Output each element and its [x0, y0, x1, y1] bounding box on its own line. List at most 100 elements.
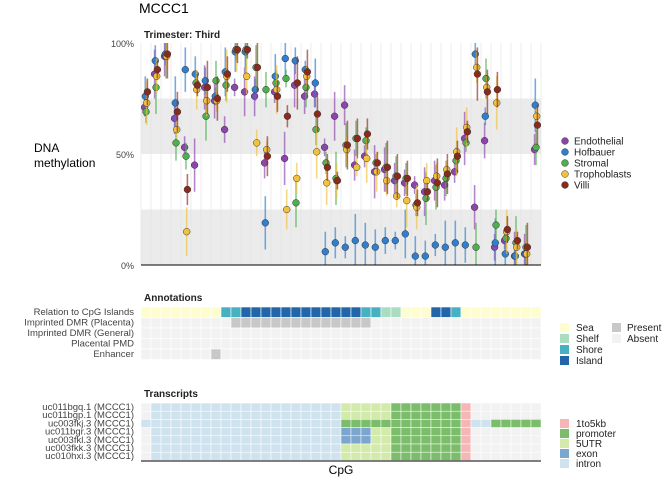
annotation-cell [310, 317, 322, 329]
transcript-row-label: uc003fkl.3 (MCCC1) [48, 435, 134, 446]
annotation-cell [290, 327, 302, 339]
annotation-row-label: Enhancer [93, 349, 134, 360]
transcript-cell [310, 427, 322, 437]
annotation-cell [480, 348, 492, 360]
annotation-cell [290, 317, 302, 329]
transcript-cell [240, 419, 252, 428]
transcript-cell [530, 427, 542, 437]
transcript-cell [530, 451, 542, 461]
annotation-cell [330, 327, 342, 339]
transcript-cell [210, 427, 222, 437]
transcript-cell [210, 402, 222, 412]
transcript-cell [230, 443, 242, 453]
transcript-cell [530, 402, 542, 412]
data-point [373, 159, 382, 167]
transcript-cell [230, 427, 242, 437]
transcript-cell [280, 443, 292, 453]
y-axis-label-line: DNA [34, 141, 59, 155]
data-point [523, 243, 532, 251]
data-point [283, 112, 292, 120]
transcript-cell [520, 451, 532, 461]
transcript-cell [420, 435, 432, 445]
transcript-cell [360, 402, 372, 412]
transcript-cell [240, 435, 252, 445]
annotation-cell [470, 327, 482, 339]
annotation-cell [220, 327, 232, 339]
annotation-cell [440, 317, 452, 329]
methylation-panel: Trimester: Third 0% 50% 100% DNA methylatio… [34, 30, 542, 271]
annotation-cell [150, 317, 162, 329]
transcript-row-label: uc010hxi.3 (MCCC1) [45, 451, 134, 462]
annotation-cell [270, 338, 282, 350]
annotation-cell [520, 317, 532, 329]
data-point [333, 176, 342, 185]
annotation-cell [450, 317, 462, 329]
transcript-cell [430, 443, 442, 453]
legend-label-stromal: Stromal [574, 159, 608, 170]
transcript-cell [390, 451, 402, 461]
annotation-cell [200, 317, 212, 329]
annotation-cell [150, 306, 162, 318]
legend-label-hofbauer: Hofbauer [574, 148, 616, 159]
transcript-cell [290, 427, 302, 437]
transcript-cell [380, 410, 392, 420]
annotation-cell [460, 338, 472, 350]
transcript-cell [470, 451, 482, 461]
transcript-cell [370, 410, 382, 420]
transcript-cell [320, 410, 332, 420]
transcript-cell [280, 410, 292, 420]
annotation-cell [230, 348, 242, 360]
transcript-cell [480, 402, 492, 412]
annotation-cell [280, 317, 292, 329]
transcript-cell [240, 427, 252, 437]
transcript-cell [190, 435, 202, 445]
transcript-cell [260, 443, 272, 453]
transcript-cell [530, 410, 542, 420]
transcript-cell [400, 435, 412, 445]
annotation-cell [480, 338, 492, 350]
annotation-cell [420, 317, 432, 329]
transcript-cell [420, 443, 432, 453]
transcript-cell [290, 451, 302, 461]
annotation-cell [190, 338, 202, 350]
annotations-facet-title: Annotations [144, 293, 203, 304]
transcript-cell [470, 419, 482, 428]
annotation-cell [260, 306, 272, 318]
annotation-cell [140, 348, 152, 360]
transcripts-panel: Transcripts uc011bgq.1 (MCCC1)uc011bgp.1… [42, 389, 542, 477]
annotation-cell [400, 338, 412, 350]
transcripts-facet-title: Transcripts [144, 389, 198, 400]
transcript-cells [140, 402, 542, 461]
transcript-cell [420, 402, 432, 412]
annotation-cell [200, 338, 212, 350]
transcript-cell [250, 451, 262, 461]
methylation-series [140, 43, 542, 265]
annotation-cell [530, 317, 542, 329]
transcript-cell [220, 402, 232, 412]
transcript-cell [340, 443, 352, 453]
annotation-cell [300, 317, 312, 329]
transcript-cell [450, 451, 462, 461]
transcript-cell [460, 451, 472, 461]
transcript-cell [140, 435, 152, 445]
transcript-cell [460, 410, 472, 420]
annotation-cell [430, 327, 442, 339]
transcript-cell [310, 451, 322, 461]
transcript-cell [330, 443, 342, 453]
transcript-cell [330, 435, 342, 445]
data-point [193, 81, 202, 89]
transcript-cell [400, 419, 412, 428]
transcript-cell [430, 419, 442, 428]
annotation-cell [200, 306, 212, 318]
transcript-cell [300, 402, 312, 412]
transcript-cell [380, 419, 392, 428]
transcript-cell [410, 435, 422, 445]
transcript-cell [200, 419, 212, 428]
annotations-panel: Annotations Relation to CpG IslandsImpri… [24, 293, 542, 360]
data-point [143, 88, 152, 96]
transcript-cell [160, 402, 172, 412]
annotation-cell [460, 306, 472, 318]
annotation-cell [160, 348, 172, 360]
annotation-cell [430, 306, 442, 318]
annotation-cell [350, 327, 362, 339]
